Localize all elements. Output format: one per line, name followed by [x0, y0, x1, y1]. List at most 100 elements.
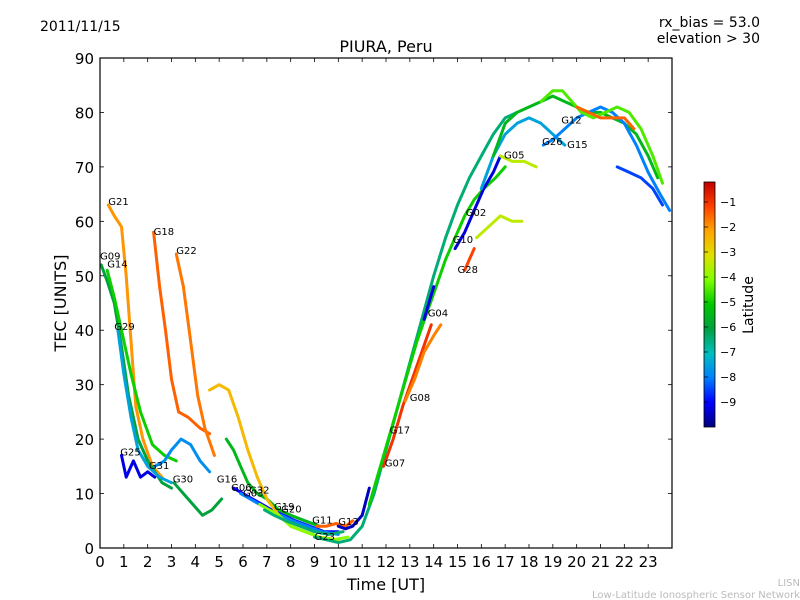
satellite-label-G11: G11: [312, 516, 332, 527]
x-tick-label: 18: [519, 553, 538, 571]
satellite-label-G10: G10: [453, 235, 473, 246]
x-tick-label: 16: [472, 553, 491, 571]
satellite-label-G25: G25: [120, 447, 140, 458]
footer-network: Low-Latitude Ionospheric Sensor Network: [592, 590, 800, 600]
series-G08: [403, 323, 443, 403]
series-G28: [463, 247, 476, 272]
y-tick-label: 60: [75, 213, 94, 231]
x-tick-label: 17: [496, 553, 515, 571]
x-tick-label: 6: [238, 553, 248, 571]
satellite-label-G20: G20: [281, 505, 301, 516]
y-tick-label: 0: [84, 540, 94, 558]
x-tick-label: 10: [329, 553, 348, 571]
series-G13: [336, 486, 371, 531]
x-tick-label: 20: [567, 553, 586, 571]
rx-bias-label: rx_bias = 53.0: [659, 15, 760, 31]
x-tick-label: 14: [424, 553, 443, 571]
series-G24: [615, 165, 664, 207]
satellite-label-G05: G05: [504, 151, 524, 162]
date-label: 2011/11/15: [40, 19, 121, 35]
colorbar-tick-label: −7: [720, 346, 736, 359]
x-tick-label: 8: [286, 553, 296, 571]
x-tick-label: 2: [143, 553, 153, 571]
series-G19: [258, 502, 350, 542]
satellite-label-G32: G32: [249, 486, 269, 497]
series-G31: [153, 437, 212, 474]
x-tick-label: 11: [353, 553, 372, 571]
series-G11: [315, 519, 355, 528]
x-tick-label: 22: [615, 553, 634, 571]
satellite-label-G29: G29: [114, 322, 134, 333]
x-tick-label: 7: [262, 553, 272, 571]
y-tick-label: 20: [75, 431, 94, 449]
colorbar-tick-label: −8: [720, 371, 736, 384]
series-G21: [106, 203, 164, 479]
series-G22: [174, 252, 216, 457]
y-tick-label: 30: [75, 377, 94, 395]
series-G15: [541, 105, 672, 212]
y-tick-label: 80: [75, 104, 94, 122]
colorbar-tick-label: −3: [720, 246, 736, 259]
satellite-label-G28: G28: [458, 265, 478, 276]
series-G20: [263, 508, 345, 536]
series-G04: [422, 285, 436, 321]
footer-lisn: LISN: [778, 578, 800, 589]
elevation-label: elevation > 30: [657, 31, 760, 47]
x-tick-label: 12: [376, 553, 395, 571]
series-G02: [475, 214, 524, 240]
series-G16: [224, 437, 321, 528]
satellite-label-G16: G16: [217, 475, 237, 486]
satellite-label-G31: G31: [149, 461, 169, 472]
series-G25: [120, 453, 157, 479]
colorbar-tick-label: −2: [720, 221, 736, 234]
x-axis-label: Time [UT]: [346, 575, 425, 594]
x-tick-label: 9: [310, 553, 320, 571]
satellite-label-G12: G12: [561, 115, 581, 126]
colorbar-tick-label: −5: [720, 296, 736, 309]
colorbar-tick-label: −6: [720, 321, 736, 334]
x-tick-label: 3: [167, 553, 177, 571]
satellite-label-G14: G14: [107, 260, 127, 271]
colorbar-tick-label: −1: [720, 196, 736, 209]
x-tick-label: 5: [214, 553, 224, 571]
satellite-label-G07: G07: [385, 458, 405, 469]
x-tick-label: 1: [119, 553, 129, 571]
series-G18: [152, 230, 212, 436]
x-tick-label: 23: [639, 553, 658, 571]
colorbar-tick-label: −9: [720, 396, 736, 409]
chart-title: PIURA, Peru: [339, 37, 432, 56]
x-tick-label: 19: [543, 553, 562, 571]
satellite-label-G23: G23: [315, 532, 335, 543]
y-axis-label: TEC [UNITS]: [51, 255, 70, 353]
colorbar: [703, 181, 716, 428]
satellite-label-G13: G13: [338, 517, 358, 528]
x-tick-label: 13: [400, 553, 419, 571]
series-layer: [99, 89, 672, 545]
series-G05: [498, 154, 538, 169]
series-G30: [172, 481, 224, 517]
satellite-label-G26: G26: [542, 137, 562, 148]
satellite-label-G02: G02: [466, 208, 486, 219]
colorbar-ticks: −1 −2 −3 −4 −5 −6 −7 −8 −9: [704, 196, 736, 409]
series-G29: [116, 328, 173, 485]
satellite-label-G18: G18: [154, 227, 174, 238]
satellite-label-G09: G09: [100, 251, 120, 262]
satellite-label-G17: G17: [390, 426, 410, 437]
series-G27: [539, 89, 664, 185]
satellite-label-G04: G04: [428, 309, 448, 320]
satellite-label-G06: G06: [231, 483, 251, 494]
x-axis-ticks: 0 1 2 3 4 5 6 7 8 9 10 11 12 13 14 15 16 17 18 19 20 21 22 23: [95, 58, 658, 571]
series-G14: [105, 268, 178, 463]
y-tick-label: 70: [75, 159, 94, 177]
y-tick-label: 40: [75, 322, 94, 340]
satellite-label-G30: G30: [173, 475, 193, 486]
satellite-label-G03: G03: [243, 488, 263, 499]
x-tick-label: 0: [95, 553, 105, 571]
series-G10: [453, 154, 502, 251]
x-tick-label: 21: [591, 553, 610, 571]
colorbar-label: Latitude: [741, 276, 757, 334]
colorbar-tick-label: −4: [720, 271, 736, 284]
satellite-label-G08: G08: [410, 393, 430, 404]
